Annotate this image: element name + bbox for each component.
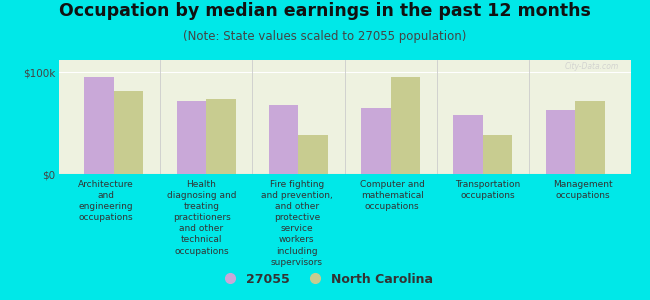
- Bar: [84, 77, 114, 174]
- Text: Computer and
mathematical
occupations: Computer and mathematical occupations: [359, 180, 424, 211]
- Bar: [575, 101, 604, 174]
- Text: (Note: State values scaled to 27055 population): (Note: State values scaled to 27055 popu…: [183, 30, 467, 43]
- Bar: [483, 135, 512, 174]
- Bar: [177, 101, 206, 174]
- Text: Architecture
and
engineering
occupations: Architecture and engineering occupations: [78, 180, 134, 222]
- Text: Occupation by median earnings in the past 12 months: Occupation by median earnings in the pas…: [59, 2, 591, 20]
- Text: City-Data.com: City-Data.com: [565, 62, 619, 71]
- Text: Transportation
occupations: Transportation occupations: [455, 180, 520, 200]
- Bar: [391, 77, 420, 174]
- Text: Management
occupations: Management occupations: [553, 180, 613, 200]
- Bar: [453, 115, 483, 174]
- Legend: 27055, North Carolina: 27055, North Carolina: [212, 268, 438, 291]
- Text: Health
diagnosing and
treating
practitioners
and other
technical
occupations: Health diagnosing and treating practitio…: [167, 180, 236, 256]
- Bar: [361, 108, 391, 174]
- Bar: [298, 135, 328, 174]
- Bar: [269, 105, 298, 174]
- Text: Fire fighting
and prevention,
and other
protective
service
workers
including
sup: Fire fighting and prevention, and other …: [261, 180, 333, 267]
- Bar: [114, 91, 144, 174]
- Bar: [206, 99, 236, 174]
- Bar: [545, 110, 575, 174]
